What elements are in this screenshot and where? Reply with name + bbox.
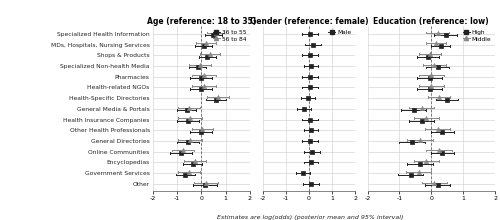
Title: Gender (reference: female): Gender (reference: female) [250, 17, 368, 26]
Text: Estimates are log(odds) (posterior mean and 95% interval): Estimates are log(odds) (posterior mean … [217, 215, 403, 220]
Legend: Male: Male [328, 29, 352, 36]
Title: Education (reference: low): Education (reference: low) [374, 17, 489, 26]
Legend: 36 to 55, 56 to 84: 36 to 55, 56 to 84 [212, 29, 247, 42]
Legend: High, Middle: High, Middle [462, 29, 492, 42]
Title: Age (reference: 18 to 35): Age (reference: 18 to 35) [146, 17, 256, 26]
